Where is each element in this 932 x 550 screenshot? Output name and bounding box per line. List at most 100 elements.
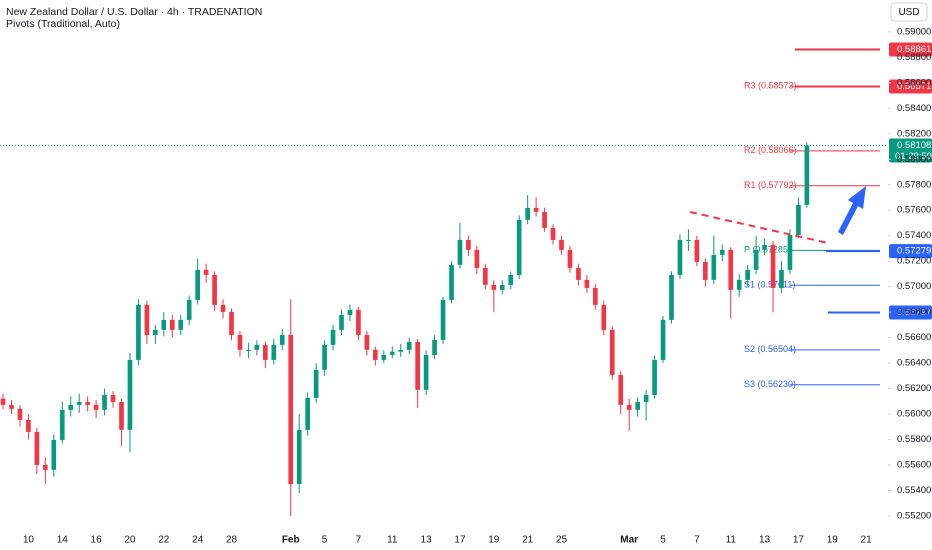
- x-tick-label: 19: [827, 535, 839, 546]
- candle-body: [347, 309, 353, 315]
- candle-body: [567, 249, 573, 268]
- level-label: 0.58861: [897, 44, 931, 55]
- candle-body: [584, 279, 590, 288]
- x-tick-label: 13: [759, 535, 771, 546]
- candle-body: [144, 304, 150, 335]
- candle-body: [508, 274, 514, 285]
- candle-body: [17, 408, 23, 420]
- candle-body: [288, 334, 294, 485]
- candle-body: [652, 359, 657, 395]
- x-tick-label: 5: [322, 535, 328, 546]
- candle-body: [229, 311, 234, 335]
- candle-body: [770, 244, 776, 288]
- candle-body: [779, 269, 784, 288]
- candle-body: [660, 319, 666, 360]
- candle-body: [694, 239, 700, 262]
- candle-body: [542, 211, 547, 228]
- y-tick-label: 0.56600: [897, 332, 931, 343]
- candle-body: [686, 239, 691, 241]
- candle-body: [618, 374, 624, 405]
- candles: [0, 142, 888, 516]
- current-price-label: 0.58108: [897, 140, 931, 151]
- x-tick-label: 16: [91, 535, 103, 546]
- candle-body: [203, 269, 209, 275]
- candle-body: [601, 304, 607, 330]
- currency-box[interactable]: [890, 2, 928, 22]
- x-tick-label: 10: [23, 535, 35, 546]
- pivots: R3 (0.58573) R2 (0.58066) R1 (0.57792) P (0…: [744, 81, 880, 389]
- candle-body: [432, 339, 437, 355]
- level-label-box: [889, 79, 932, 94]
- level-label: 0.56797: [897, 307, 931, 318]
- candle-body: [381, 354, 387, 360]
- candle-body: [787, 234, 793, 270]
- currency[interactable]: USD: [898, 7, 919, 18]
- candle-body: [356, 309, 361, 335]
- countdown-label: 01:29:59: [895, 151, 932, 162]
- candle-body: [0, 398, 6, 405]
- y-tick-label: 0.55400: [897, 485, 931, 496]
- candle-body: [635, 401, 640, 410]
- y-tick-label: 0.57400: [897, 230, 931, 241]
- candle-body: [178, 319, 184, 330]
- candle-body: [51, 439, 57, 470]
- candle-body: [93, 404, 99, 410]
- candle-body: [483, 267, 488, 285]
- candle-body: [466, 239, 471, 250]
- candle-body: [9, 404, 14, 409]
- candle-body: [796, 204, 801, 235]
- pivot-label: S3 (0.56230): [744, 379, 796, 389]
- candle-body: [423, 354, 429, 390]
- y-tick-label: 0.58800: [897, 52, 931, 63]
- x-tick-label: 22: [158, 535, 170, 546]
- pivot-label: P (0.57285): [744, 245, 791, 255]
- candle-body: [296, 429, 302, 485]
- pivot-label: R3 (0.58573): [744, 81, 797, 91]
- candle-body: [669, 274, 674, 320]
- candle-body: [703, 261, 708, 280]
- candle-body: [237, 334, 243, 350]
- candle-body: [212, 274, 217, 305]
- candle-body: [59, 409, 65, 440]
- current-price-box: [889, 138, 932, 163]
- x-tick-label: 21: [861, 535, 873, 546]
- x-tick-label: 14: [57, 535, 69, 546]
- candle-body: [609, 329, 615, 375]
- candle-body: [26, 419, 31, 432]
- x-tick-label: 25: [556, 535, 568, 546]
- y-tick-label: 0.55800: [897, 434, 931, 445]
- x-tick-label: 28: [226, 535, 238, 546]
- candle-body: [127, 359, 133, 430]
- candle-body: [643, 394, 649, 402]
- x-tick-label: Feb: [282, 535, 300, 546]
- candle-body: [804, 145, 810, 205]
- candle-body: [186, 299, 192, 320]
- candle-body: [305, 397, 310, 430]
- candle-body: [745, 269, 750, 280]
- candle-body: [415, 341, 420, 390]
- candle-body: [136, 304, 141, 360]
- candle-body: [153, 329, 158, 335]
- candle-body: [440, 299, 446, 340]
- arrow-shape: [838, 186, 866, 235]
- candle-body: [474, 249, 480, 268]
- y-tick-label: 0.56000: [897, 409, 931, 420]
- level-label: 0.57279: [897, 246, 931, 257]
- candle-body: [279, 334, 285, 345]
- level-label-box: [889, 305, 932, 320]
- pivot-label: S2 (0.56504): [744, 344, 796, 354]
- x-tick-label: 24: [192, 535, 204, 546]
- candle-body: [516, 219, 522, 275]
- chart-title: New Zealand Dollar / U.S. Dollar · 4h · …: [6, 6, 262, 18]
- candle-body: [110, 394, 116, 402]
- level-label: 0.58571: [897, 81, 931, 92]
- level-label-box: [889, 244, 932, 259]
- x-tick-label: 13: [421, 535, 433, 546]
- candle-body: [68, 404, 74, 410]
- x-tick-label: 17: [454, 535, 466, 546]
- candle-body: [719, 249, 725, 255]
- candle-body: [220, 304, 226, 312]
- candle-body: [169, 319, 175, 330]
- pivot-label: R1 (0.57792): [744, 180, 797, 190]
